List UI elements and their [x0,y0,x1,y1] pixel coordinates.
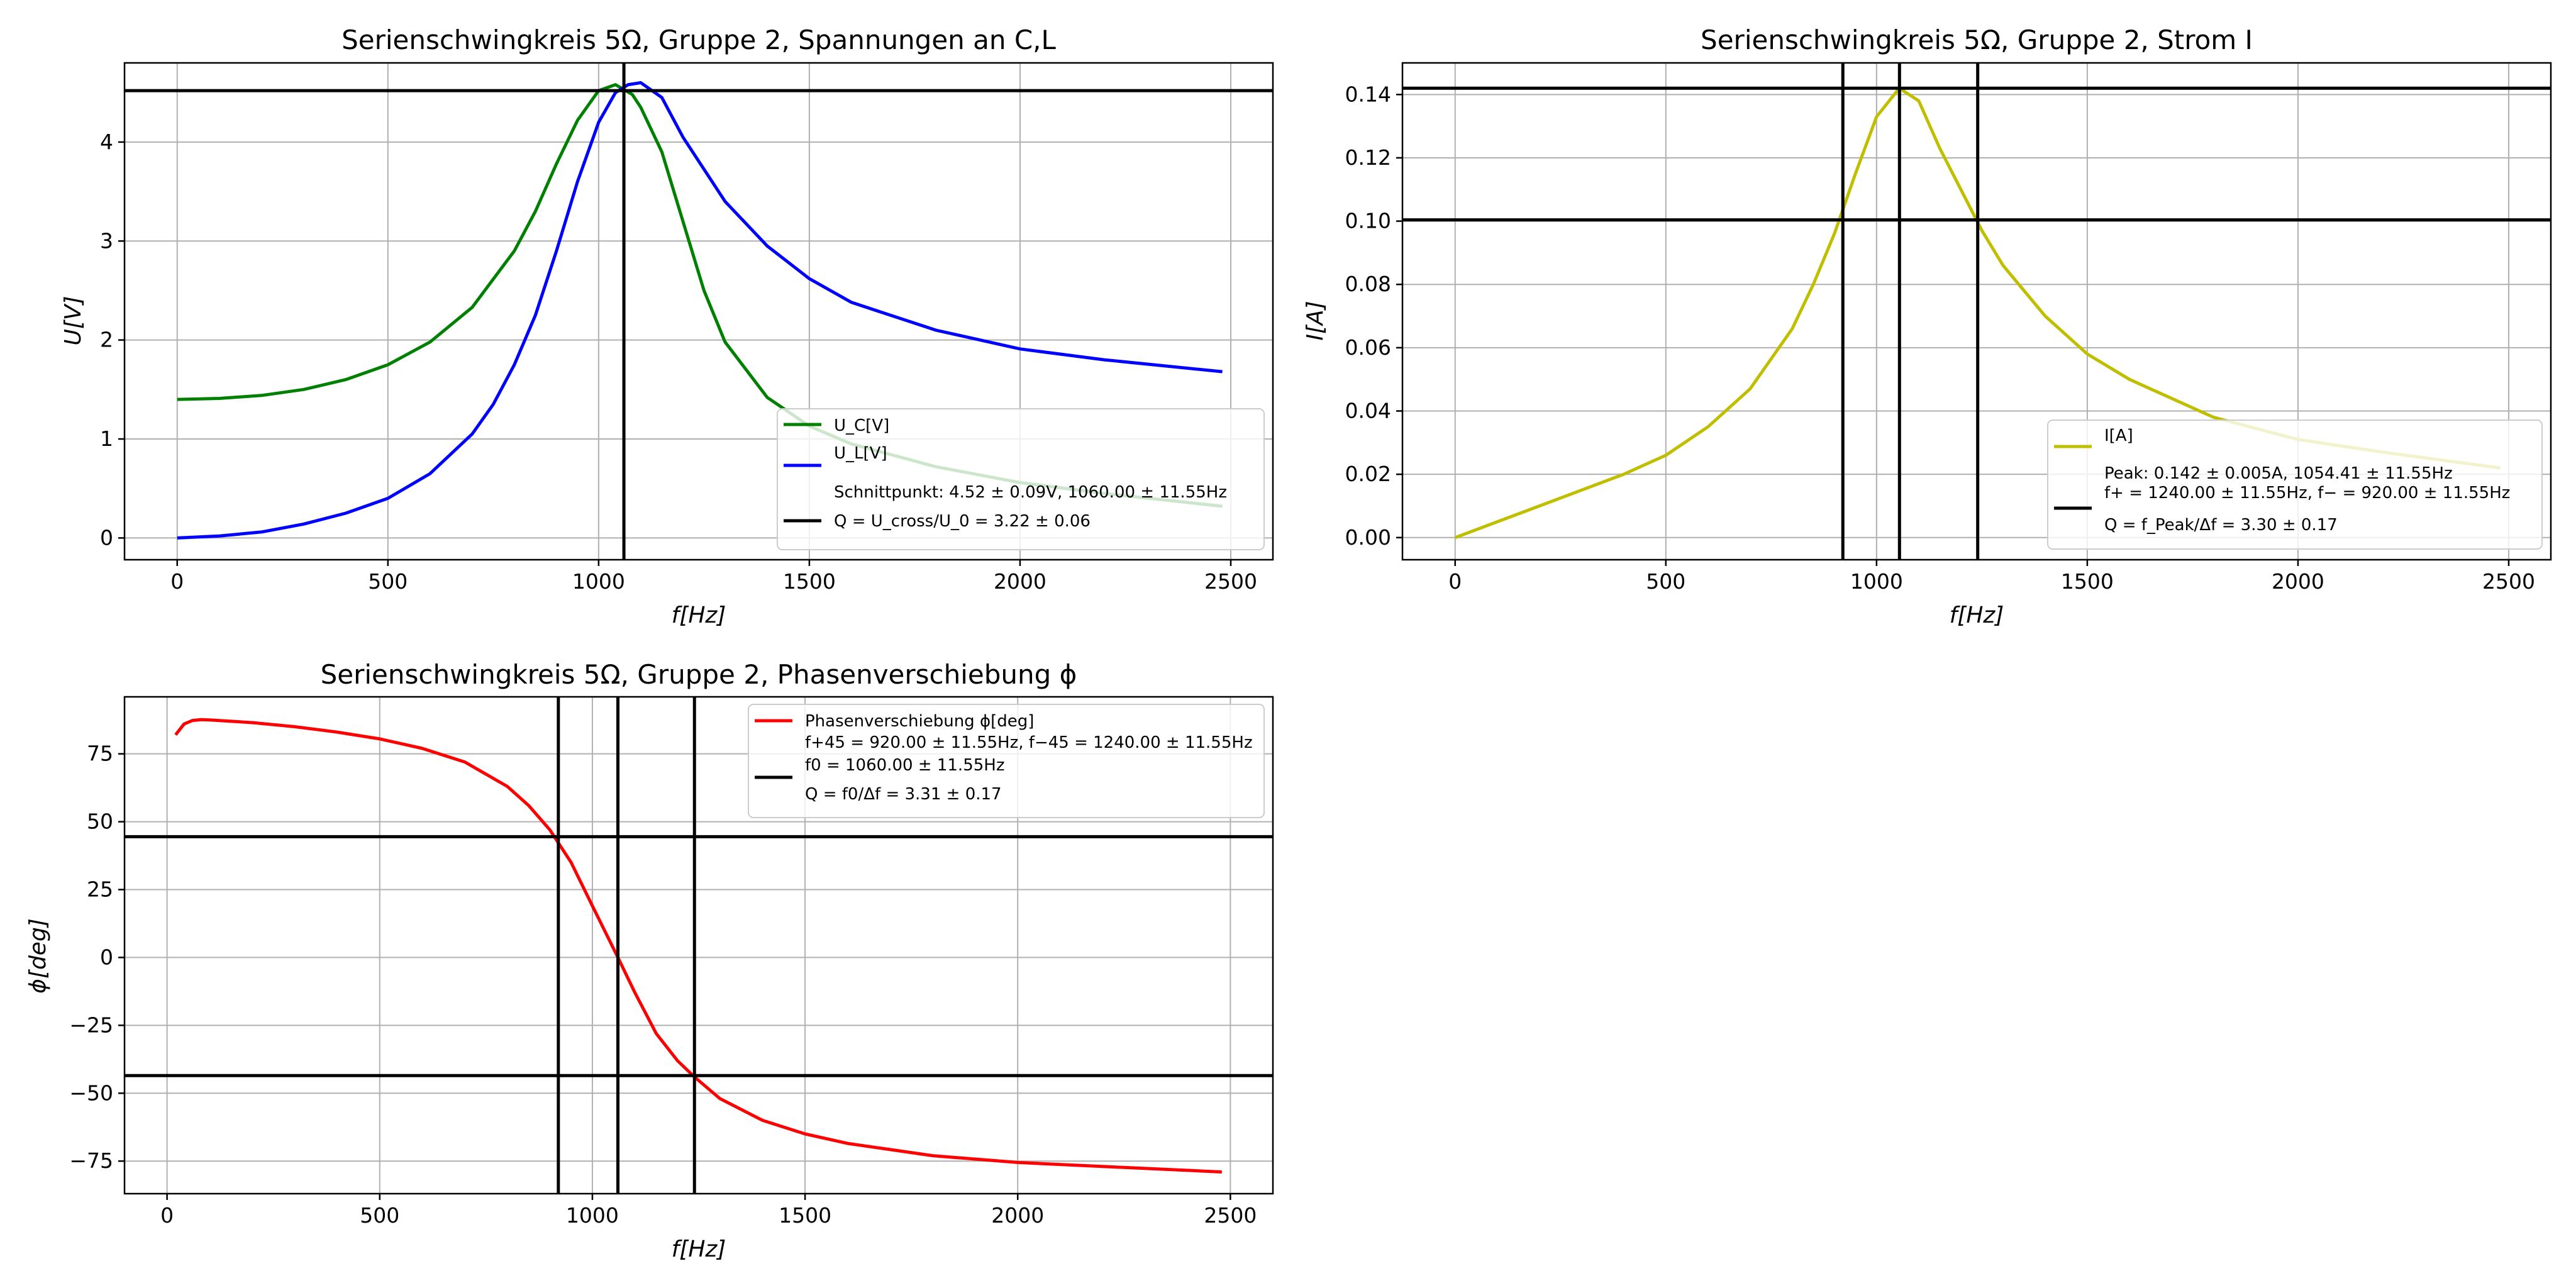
y-tick-label: 0.02 [1345,462,1391,486]
series-line [177,81,1223,540]
y-tick-label: 25 [87,877,113,902]
series-line [1454,86,2501,540]
y-tick-label: 0.08 [1345,272,1391,296]
y-tick-label: 50 [87,809,113,834]
legend-entry-label: f+45 = 920.00 ± 11.55Hz, f−45 = 1240.00 … [805,733,1253,752]
legend-entry-label: f0 = 1060.00 ± 11.55Hz [805,756,1004,775]
y-tick-label: 0.10 [1345,209,1391,233]
x-tick-label: 1500 [2061,569,2114,594]
legend: Phasenverschiebung ϕ[deg] f+45 = 920.00 ±… [748,704,1265,818]
x-tick-label: 2000 [994,569,1046,594]
y-tick-label: 0.00 [1345,525,1391,550]
x-tick-label: 2000 [2272,569,2324,594]
x-tick-label: 1500 [779,1203,831,1228]
y-axis-label: I[A] [1302,301,1328,340]
series-line [174,718,1222,1174]
y-tick-label: 0.14 [1345,82,1391,106]
y-tick-label: 2 [100,328,113,352]
y-tick-label: 4 [100,130,113,154]
x-tick-label: 1500 [783,569,836,594]
x-tick-label: 1000 [566,1203,619,1228]
legend-entry-label: Q = U_cross/U_0 = 3.22 ± 0.06 [834,512,1091,531]
legend: U_C[V] U_L[V] Schnittpunkt: 4.52 ± 0.09V, … [777,408,1265,550]
x-tick-label: 500 [1646,569,1685,594]
legend-entry-label: U_L[V] [834,444,887,463]
chart-title: Serienschwingkreis 5Ω, Gruppe 2, Phasenv… [321,659,1077,690]
y-tick-label: 0 [100,525,113,550]
y-tick-label: −75 [69,1148,113,1173]
plot-frame [123,62,1274,561]
y-tick-label: 0.06 [1345,335,1391,360]
legend-box [748,704,1265,818]
legend-entry-label: Q = f_Peak/Δf = 3.30 ± 0.17 [2104,516,2338,535]
legend-box [2047,419,2543,550]
chart-title: Serienschwingkreis 5Ω, Gruppe 2, Spannun… [341,25,1056,55]
legend-entry-label: Schnittpunkt: 4.52 ± 0.09V, 1060.00 ± 11… [834,483,1227,502]
y-tick-label: 0.12 [1345,145,1391,170]
y-tick-label: 3 [100,228,113,253]
grid [125,63,1273,560]
x-tick-label: 2500 [2482,569,2535,594]
legend-box [777,408,1265,550]
legend-entry-label: Phasenverschiebung ϕ[deg] [805,712,1034,731]
chart-title: Serienschwingkreis 5Ω, Gruppe 2, Strom I [1701,25,2253,55]
y-tick-label: 1 [100,426,113,451]
x-tick-label: 1000 [572,569,625,594]
y-tick-label: 75 [87,741,113,766]
legend-entry-label: Peak: 0.142 ± 0.005A, 1054.41 ± 11.55Hz [2104,464,2453,483]
x-tick-label: 2500 [1204,569,1257,594]
y-tick-label: 0.04 [1345,399,1391,423]
plot-frame [1401,62,2552,561]
x-tick-label: 500 [360,1203,399,1228]
y-tick-label: 0 [100,945,113,969]
legend-entry-label: U_C[V] [834,416,889,435]
legend: I[A] Peak: 0.142 ± 0.005A, 1054.41 ± 11.5… [2047,419,2543,550]
x-axis-label: f[Hz] [672,602,726,628]
x-tick-label: 0 [160,1203,174,1228]
legend-entry-label: f+ = 1240.00 ± 11.55Hz, f− = 920.00 ± 11… [2104,484,2510,502]
y-axis-label: ϕ[deg] [25,918,51,994]
plot-frame [123,696,1274,1195]
x-tick-label: 500 [368,569,408,594]
y-tick-label: −50 [69,1080,113,1105]
x-tick-label: 0 [170,569,184,594]
x-axis-label: f[Hz] [672,1236,726,1262]
chart-current: Serienschwingkreis 5Ω, Gruppe 2, Strom I… [1302,25,2552,628]
x-tick-label: 0 [1448,569,1462,594]
x-axis-label: f[Hz] [1950,602,2004,628]
x-tick-label: 2000 [991,1203,1044,1228]
legend-entry-label: I[A] [2104,426,2133,445]
chart-phase: Serienschwingkreis 5Ω, Gruppe 2, Phasenv… [25,659,1274,1262]
legend-entry-label: Q = f0/Δf = 3.31 ± 0.17 [805,785,1002,804]
y-tick-label: −25 [69,1013,113,1037]
chart-voltages: Serienschwingkreis 5Ω, Gruppe 2, Spannun… [60,25,1274,628]
x-tick-label: 2500 [1204,1203,1257,1228]
x-tick-label: 1000 [1850,569,1903,594]
y-axis-label: U[V] [60,296,86,345]
